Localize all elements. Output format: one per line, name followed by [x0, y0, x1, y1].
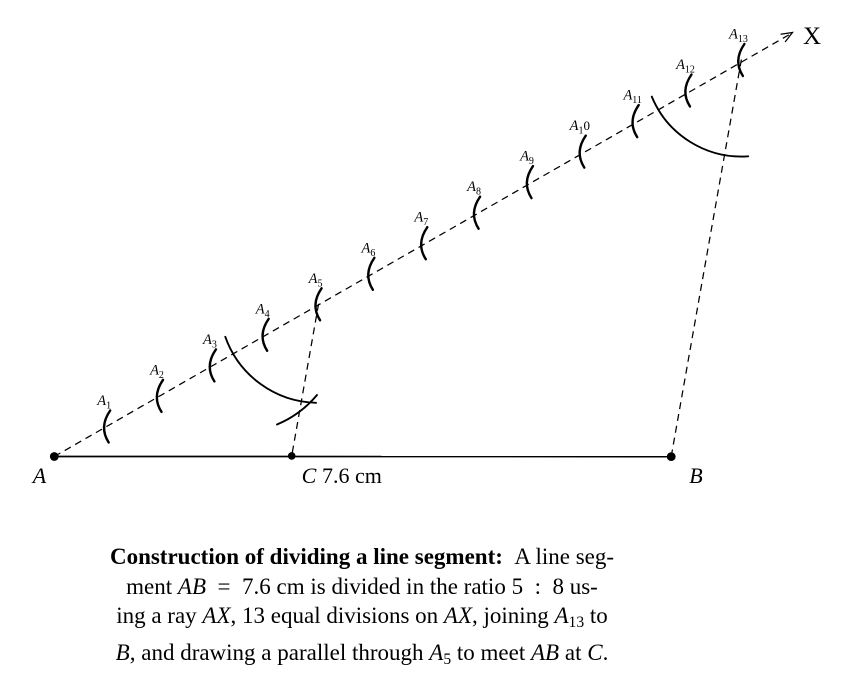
tick-A12: [685, 75, 691, 107]
tick-label-A6: A6: [360, 240, 375, 258]
tick-A6: [368, 258, 374, 290]
caption-run: , joining: [472, 603, 554, 628]
caption-run: ment: [126, 574, 178, 599]
tick-A9: [527, 166, 533, 198]
caption-run: to meet: [451, 640, 531, 665]
caption-run: C: [587, 640, 602, 665]
point-dot-c: [288, 452, 296, 460]
caption-run: A: [429, 640, 443, 665]
tick-label-A9: A9: [519, 149, 534, 168]
caption-run: B: [116, 640, 130, 665]
caption-line-4: B, and drawing a parallel through A5 to …: [12, 638, 712, 675]
tick-label-A8: A8: [466, 179, 481, 198]
caption-line-3: ing a ray AX, 13 equal divisions on AX, …: [12, 601, 712, 638]
point-label-c: C: [302, 463, 317, 488]
caption-run: AB: [531, 640, 559, 665]
caption-run: .: [603, 640, 609, 665]
point-label-b: B: [689, 463, 702, 488]
line-a13-b-dashed: [671, 60, 741, 457]
caption-line-2: ment AB = 7.6 cm is divided in the ratio…: [12, 572, 712, 602]
caption-run: ing a ray: [116, 603, 202, 628]
tick-A10: [580, 136, 586, 168]
tick-A7: [421, 227, 427, 259]
caption-line-1: Construction of dividing a line segment:…: [12, 542, 712, 572]
chord-transfer-arc-at-A5: [277, 395, 317, 425]
caption-run: to: [584, 603, 608, 628]
tick-label-A5: A5: [308, 271, 323, 290]
tick-label-A12: A12: [675, 57, 695, 76]
point-dot-a: [50, 452, 59, 461]
figure-caption: Construction of dividing a line segment:…: [12, 542, 712, 675]
line-a5-c-dashed: [292, 304, 319, 456]
tick-label-A10: A10: [569, 118, 590, 137]
tick-label-A11: A11: [622, 88, 642, 107]
caption-run: Construction of dividing a line segment:: [110, 544, 503, 569]
caption-run: at: [559, 640, 587, 665]
tick-label-A7: A7: [413, 210, 428, 229]
caption-run: , and drawing a parallel through: [130, 640, 430, 665]
ray-arrowhead-icon: [781, 33, 793, 43]
caption-run: A line seg-: [503, 544, 614, 569]
point-label-x: X: [803, 23, 821, 50]
tick-label-A4: A4: [255, 301, 270, 320]
caption-run: AX: [202, 603, 230, 628]
point-dot-b: [667, 452, 676, 461]
construction-diagram: A1 A2 A3 A4 A5 A6 A7 A8 A9 A10 A11 A12 A13 A B C X 7.6 cm: [0, 0, 841, 530]
caption-run: 13: [569, 615, 585, 632]
caption-run: AB: [178, 574, 206, 599]
caption-run: , 13 equal divisions on: [231, 603, 444, 628]
caption-run: AX: [444, 603, 472, 628]
tick-A8: [474, 197, 480, 229]
measurement-label: 7.6 cm: [322, 463, 382, 488]
tick-label-A1: A1: [96, 393, 111, 412]
point-label-a: A: [31, 463, 47, 488]
caption-run: 5: [443, 652, 451, 669]
angle-arc-at-A13: [652, 97, 748, 157]
caption-run: A: [554, 603, 568, 628]
caption-run: = 7.6 cm is divided in the ratio 5 : 8 u…: [206, 574, 598, 599]
tick-label-A2: A2: [149, 362, 164, 381]
tick-label-A3: A3: [202, 332, 217, 351]
tick-label-A13: A13: [728, 27, 748, 46]
